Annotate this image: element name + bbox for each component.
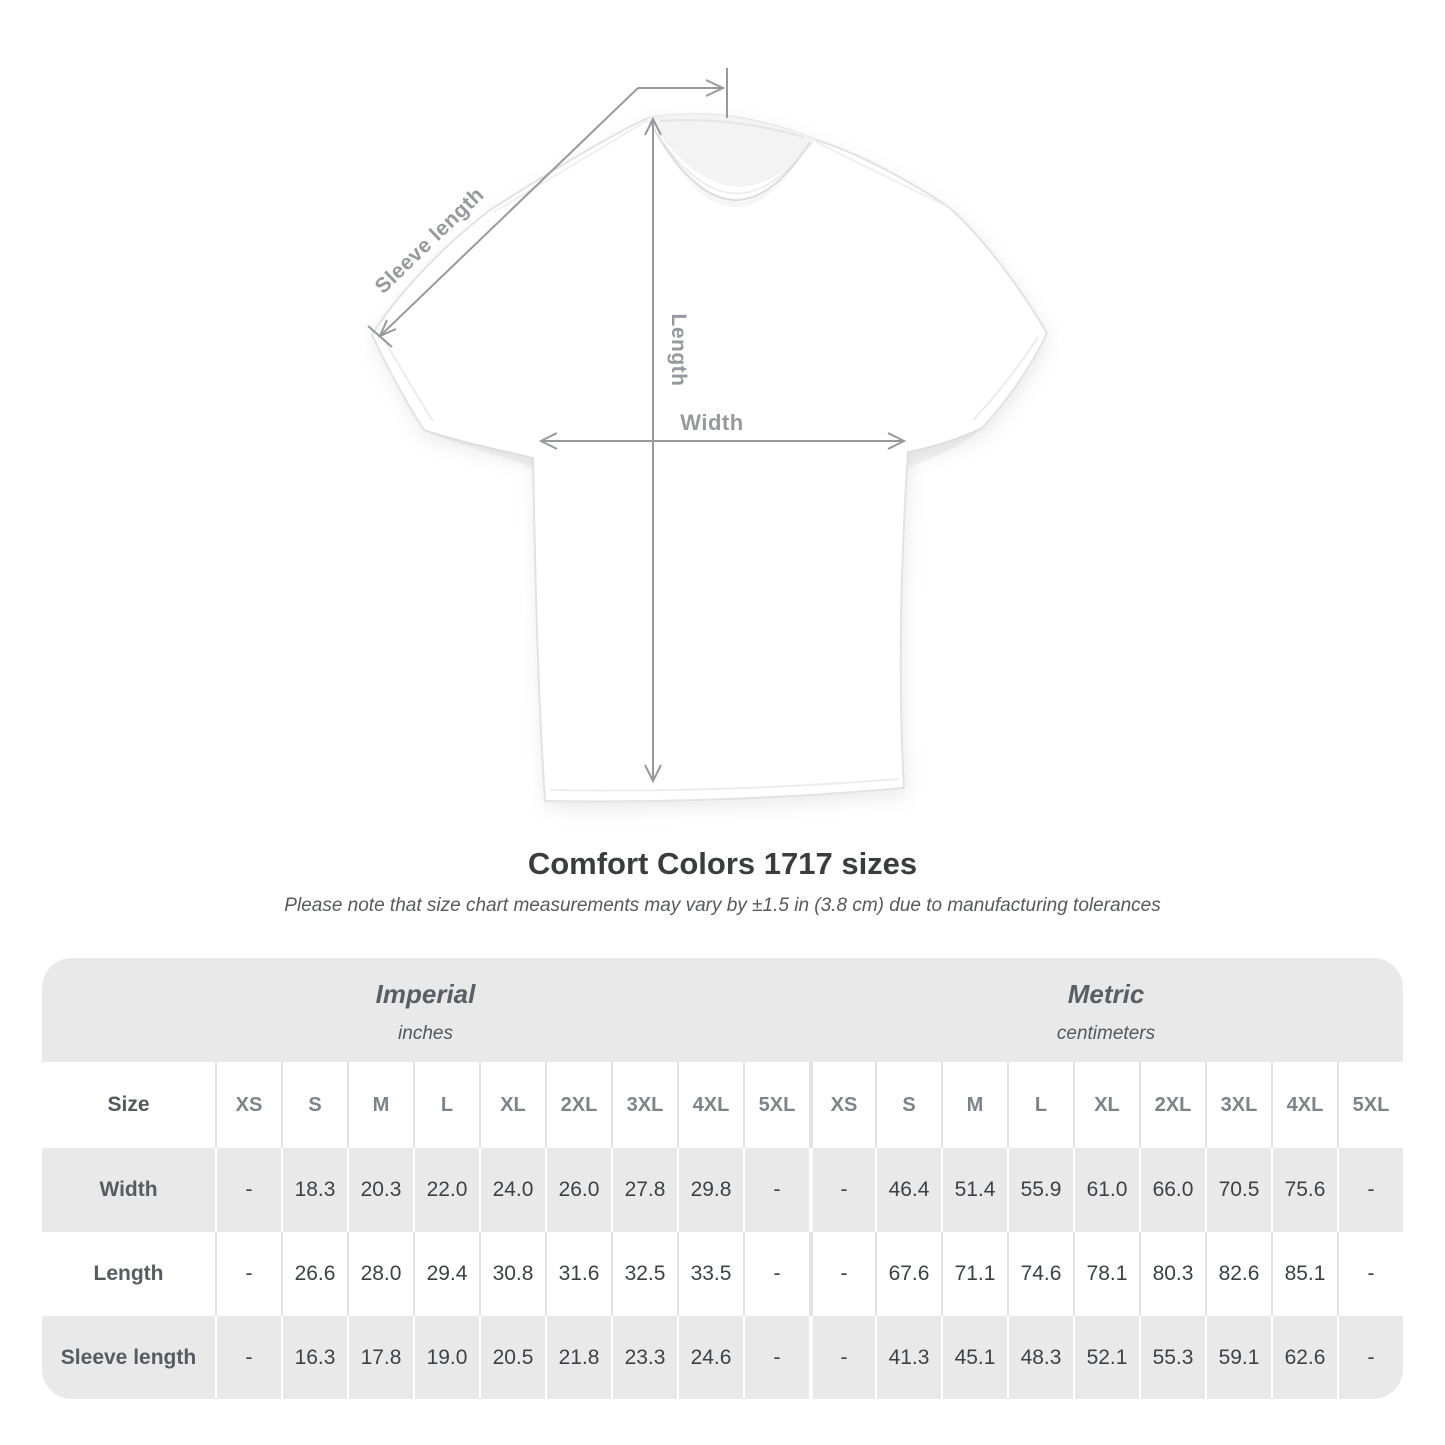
size-col-header-metric-l: L bbox=[1007, 1062, 1073, 1148]
value-sleeve-length-metric-xs: - bbox=[809, 1316, 875, 1399]
value-width-imperial-4xl: 29.8 bbox=[677, 1148, 743, 1232]
value-length-metric-m: 71.1 bbox=[941, 1232, 1007, 1316]
value-sleeve-length-metric-4xl: 62.6 bbox=[1271, 1316, 1337, 1399]
value-sleeve-length-imperial-s: 16.3 bbox=[281, 1316, 347, 1399]
value-length-imperial-xs: - bbox=[215, 1232, 281, 1316]
value-width-metric-3xl: 70.5 bbox=[1205, 1148, 1271, 1232]
size-col-header-imperial-3xl: 3XL bbox=[611, 1062, 677, 1148]
size-col-header-imperial-xl: XL bbox=[479, 1062, 545, 1148]
value-length-metric-3xl: 82.6 bbox=[1205, 1232, 1271, 1316]
metric-unit: centimeters bbox=[1056, 1023, 1156, 1044]
value-width-imperial-xs: - bbox=[215, 1148, 281, 1232]
value-width-metric-s: 46.4 bbox=[875, 1148, 941, 1232]
unit-group-metric: Metric centimeters bbox=[809, 958, 1403, 1062]
value-width-metric-2xl: 66.0 bbox=[1139, 1148, 1205, 1232]
size-col-header-metric-5xl: 5XL bbox=[1337, 1062, 1403, 1148]
width-label: Width bbox=[680, 410, 744, 435]
size-col-header-metric-xl: XL bbox=[1073, 1062, 1139, 1148]
value-length-metric-xs: - bbox=[809, 1232, 875, 1316]
tshirt-body bbox=[370, 113, 1049, 803]
value-width-imperial-xl: 24.0 bbox=[479, 1148, 545, 1232]
value-length-imperial-2xl: 31.6 bbox=[545, 1232, 611, 1316]
size-col-header-imperial-s: S bbox=[281, 1062, 347, 1148]
row-label-sleeve-length: Sleeve length bbox=[42, 1316, 215, 1399]
value-sleeve-length-imperial-l: 19.0 bbox=[413, 1316, 479, 1399]
size-col-header-imperial-4xl: 4XL bbox=[677, 1062, 743, 1148]
row-label-width: Width bbox=[42, 1148, 215, 1232]
row-label-length: Length bbox=[42, 1232, 215, 1316]
imperial-heading: Imperial bbox=[375, 979, 476, 1009]
value-sleeve-length-metric-3xl: 59.1 bbox=[1205, 1316, 1271, 1399]
value-width-imperial-m: 20.3 bbox=[347, 1148, 413, 1232]
value-length-metric-l: 74.6 bbox=[1007, 1232, 1073, 1316]
size-col-header-imperial-5xl: 5XL bbox=[743, 1062, 809, 1148]
size-col-header-metric-xs: XS bbox=[809, 1062, 875, 1148]
value-sleeve-length-metric-s: 41.3 bbox=[875, 1316, 941, 1399]
size-col-header-imperial-l: L bbox=[413, 1062, 479, 1148]
value-sleeve-length-imperial-4xl: 24.6 bbox=[677, 1316, 743, 1399]
value-width-imperial-2xl: 26.0 bbox=[545, 1148, 611, 1232]
imperial-unit: inches bbox=[398, 1023, 453, 1044]
size-row-header: Size bbox=[42, 1062, 215, 1148]
value-width-metric-xl: 61.0 bbox=[1073, 1148, 1139, 1232]
length-label: Length bbox=[667, 313, 690, 387]
value-length-imperial-3xl: 32.5 bbox=[611, 1232, 677, 1316]
value-length-imperial-m: 28.0 bbox=[347, 1232, 413, 1316]
size-col-header-imperial-xs: XS bbox=[215, 1062, 281, 1148]
value-length-imperial-s: 26.6 bbox=[281, 1232, 347, 1316]
value-sleeve-length-imperial-5xl: - bbox=[743, 1316, 809, 1399]
value-sleeve-length-metric-l: 48.3 bbox=[1007, 1316, 1073, 1399]
value-sleeve-length-imperial-m: 17.8 bbox=[347, 1316, 413, 1399]
value-length-imperial-4xl: 33.5 bbox=[677, 1232, 743, 1316]
value-sleeve-length-imperial-2xl: 21.8 bbox=[545, 1316, 611, 1399]
value-width-metric-m: 51.4 bbox=[941, 1148, 1007, 1232]
value-length-metric-4xl: 85.1 bbox=[1271, 1232, 1337, 1316]
value-sleeve-length-metric-xl: 52.1 bbox=[1073, 1316, 1139, 1399]
width-arrow bbox=[538, 432, 907, 450]
value-length-metric-xl: 78.1 bbox=[1073, 1232, 1139, 1316]
page-title: Comfort Colors 1717 sizes bbox=[527, 846, 918, 881]
value-width-imperial-3xl: 27.8 bbox=[611, 1148, 677, 1232]
length-arrow bbox=[644, 116, 662, 784]
value-width-metric-xs: - bbox=[809, 1148, 875, 1232]
tolerance-note: Please note that size chart measurements… bbox=[284, 895, 1161, 916]
value-length-imperial-5xl: - bbox=[743, 1232, 809, 1316]
value-length-metric-5xl: - bbox=[1337, 1232, 1403, 1316]
value-width-imperial-5xl: - bbox=[743, 1148, 809, 1232]
size-col-header-metric-s: S bbox=[875, 1062, 941, 1148]
value-width-metric-5xl: - bbox=[1337, 1148, 1403, 1232]
value-sleeve-length-imperial-xs: - bbox=[215, 1316, 281, 1399]
value-width-imperial-l: 22.0 bbox=[413, 1148, 479, 1232]
value-length-imperial-xl: 30.8 bbox=[479, 1232, 545, 1316]
value-sleeve-length-metric-m: 45.1 bbox=[941, 1316, 1007, 1399]
value-sleeve-length-imperial-xl: 20.5 bbox=[479, 1316, 545, 1399]
size-col-header-metric-3xl: 3XL bbox=[1205, 1062, 1271, 1148]
measurement-arrows bbox=[367, 68, 907, 784]
size-col-header-metric-2xl: 2XL bbox=[1139, 1062, 1205, 1148]
value-length-imperial-l: 29.4 bbox=[413, 1232, 479, 1316]
metric-heading: Metric bbox=[1067, 979, 1145, 1009]
value-width-metric-4xl: 75.6 bbox=[1271, 1148, 1337, 1232]
value-sleeve-length-metric-5xl: - bbox=[1337, 1316, 1403, 1399]
value-sleeve-length-metric-2xl: 55.3 bbox=[1139, 1316, 1205, 1399]
size-col-header-imperial-2xl: 2XL bbox=[545, 1062, 611, 1148]
size-table: Imperial inches Metric centimeters Size X… bbox=[42, 958, 1403, 1399]
size-col-header-metric-m: M bbox=[941, 1062, 1007, 1148]
value-width-imperial-s: 18.3 bbox=[281, 1148, 347, 1232]
sleeve-length-arrow bbox=[367, 68, 728, 348]
size-col-header-metric-4xl: 4XL bbox=[1271, 1062, 1337, 1148]
value-width-metric-l: 55.9 bbox=[1007, 1148, 1073, 1232]
tshirt-measurement-diagram: Sleeve length Length Width bbox=[367, 68, 1049, 803]
size-col-header-imperial-m: M bbox=[347, 1062, 413, 1148]
value-length-metric-2xl: 80.3 bbox=[1139, 1232, 1205, 1316]
unit-group-imperial: Imperial inches bbox=[42, 958, 809, 1062]
tshirt-image bbox=[367, 68, 1049, 803]
value-length-metric-s: 67.6 bbox=[875, 1232, 941, 1316]
value-sleeve-length-imperial-3xl: 23.3 bbox=[611, 1316, 677, 1399]
